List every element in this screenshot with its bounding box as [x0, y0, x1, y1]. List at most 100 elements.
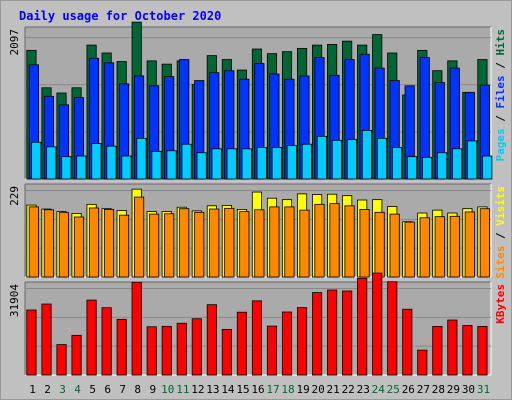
bar-pages-day-16: [256, 147, 267, 180]
bar-sites-day-23: [359, 209, 370, 278]
bar-pages-day-19: [301, 143, 312, 180]
bar-pages-day-26: [407, 156, 418, 180]
panel-hits-files-pages: 2097 Pages / Files / Hits: [8, 21, 507, 180]
bar-pages-day-3: [61, 156, 72, 180]
bar-sites-day-22: [344, 205, 355, 278]
bar-kbytes-day-6: [101, 307, 112, 376]
side-legend: Sites / Visits: [494, 186, 507, 279]
bar-kbytes-day-12: [191, 318, 202, 376]
bar-pages-day-18: [286, 145, 297, 180]
bar-sites-day-3: [58, 212, 69, 278]
bar-kbytes-day-8: [131, 281, 142, 376]
bar-pages-day-28: [437, 152, 448, 180]
bar-kbytes-day-2: [41, 303, 52, 376]
x-tick-label-day-17: 17: [266, 383, 279, 396]
x-tick-label-day-3: 3: [59, 383, 66, 396]
bar-kbytes-day-28: [432, 326, 443, 376]
x-tick-label-day-26: 26: [402, 383, 415, 396]
x-tick-label-day-21: 21: [327, 383, 340, 396]
bar-pages-day-11: [181, 143, 192, 180]
bar-sites-day-13: [209, 208, 220, 278]
bar-sites-day-24: [374, 211, 385, 278]
bar-pages-day-9: [151, 151, 162, 180]
bar-pages-day-25: [391, 147, 403, 180]
x-tick-label-day-11: 11: [176, 383, 189, 396]
bar-sites-day-30: [464, 211, 475, 278]
side-legend-part: Hits: [494, 29, 507, 56]
bar-kbytes-day-19: [296, 307, 308, 376]
bar-sites-day-8: [134, 196, 145, 278]
bar-pages-day-14: [226, 148, 237, 180]
x-tick-label-day-29: 29: [447, 383, 460, 396]
bar-pages-day-23: [361, 130, 373, 180]
x-tick-label-day-16: 16: [251, 383, 264, 396]
bar-sites-day-12: [194, 211, 205, 278]
bar-sites-day-26: [404, 221, 415, 278]
bar-pages-day-12: [196, 152, 207, 180]
bar-sites-day-28: [434, 216, 445, 278]
x-tick-label-day-23: 23: [357, 383, 370, 396]
bar-sites-day-16: [254, 209, 265, 278]
bar-kbytes-day-27: [417, 349, 428, 376]
x-tick-label-day-30: 30: [462, 383, 475, 396]
x-tick-label-day-5: 5: [89, 383, 96, 396]
x-tick-label-day-22: 22: [342, 383, 355, 396]
bar-sites-day-15: [239, 211, 250, 278]
bar-sites-day-6: [103, 209, 115, 278]
panel-visits-sites: 229 Sites / Visits: [8, 183, 507, 279]
bar-kbytes-day-20: [312, 292, 323, 376]
x-tick-label-day-1: 1: [29, 383, 36, 396]
bar-pages-day-2: [46, 146, 57, 180]
bar-kbytes-day-17: [266, 325, 278, 376]
bar-pages-day-17: [271, 147, 282, 180]
side-legend-part: /: [494, 226, 507, 246]
bar-sites-day-4: [73, 216, 85, 278]
bar-kbytes-day-9: [146, 326, 157, 376]
bar-sites-day-5: [88, 207, 100, 278]
bar-pages-day-6: [106, 145, 117, 180]
side-legend-part: /: [494, 56, 507, 76]
x-tick-label-day-24: 24: [372, 383, 386, 396]
x-tick-label-day-25: 25: [387, 383, 400, 396]
bar-sites-day-19: [299, 209, 310, 278]
bar-sites-day-18: [284, 206, 295, 278]
bar-sites-day-17: [269, 206, 280, 278]
x-tick-label-day-19: 19: [296, 383, 309, 396]
x-tick-label-day-31: 31: [477, 383, 490, 396]
bar-sites-day-27: [419, 217, 430, 278]
x-axis-labels: 1 2 3 4 5 6 7 8 9 10 11 12 13 14 15 16 17 18 19 20 21 22 23 24 2…: [29, 383, 490, 396]
bar-kbytes-day-30: [462, 325, 473, 376]
bar-pages-day-29: [452, 148, 463, 180]
x-tick-label-day-6: 6: [104, 383, 111, 396]
bar-pages-day-13: [211, 148, 222, 180]
panel-kbytes: 31904 KBytes: [8, 272, 507, 376]
x-tick-label-day-4: 4: [74, 383, 81, 396]
side-legend: KBytes: [494, 284, 507, 324]
y-max-label: 229: [8, 186, 21, 206]
bar-kbytes-day-16: [251, 300, 263, 376]
bar-kbytes-day-15: [236, 311, 247, 376]
x-tick-label-day-27: 27: [417, 383, 430, 396]
bar-kbytes-day-10: [161, 325, 172, 376]
chart-title: Daily usage for October 2020: [19, 9, 221, 23]
bar-pages-day-21: [331, 139, 342, 180]
bar-kbytes-day-21: [327, 289, 338, 376]
x-tick-label-day-7: 7: [119, 383, 126, 396]
bar-kbytes-day-26: [402, 308, 413, 376]
bar-kbytes-day-4: [71, 334, 82, 376]
x-tick-label-day-20: 20: [312, 383, 325, 396]
x-tick-label-day-8: 8: [134, 383, 141, 396]
bar-kbytes-day-22: [342, 290, 353, 376]
bar-kbytes-day-24: [372, 272, 383, 376]
x-tick-label-day-10: 10: [161, 383, 174, 396]
bar-sites-day-11: [179, 208, 190, 278]
x-tick-label-day-14: 14: [221, 383, 235, 396]
x-tick-label-day-12: 12: [191, 383, 204, 396]
bar-pages-day-22: [346, 139, 358, 180]
side-legend-part: Sites: [494, 246, 507, 279]
bar-sites-day-1: [28, 206, 39, 278]
bar-kbytes-day-25: [387, 281, 398, 376]
bar-pages-day-15: [241, 148, 252, 180]
bar-pages-day-31: [482, 155, 493, 180]
